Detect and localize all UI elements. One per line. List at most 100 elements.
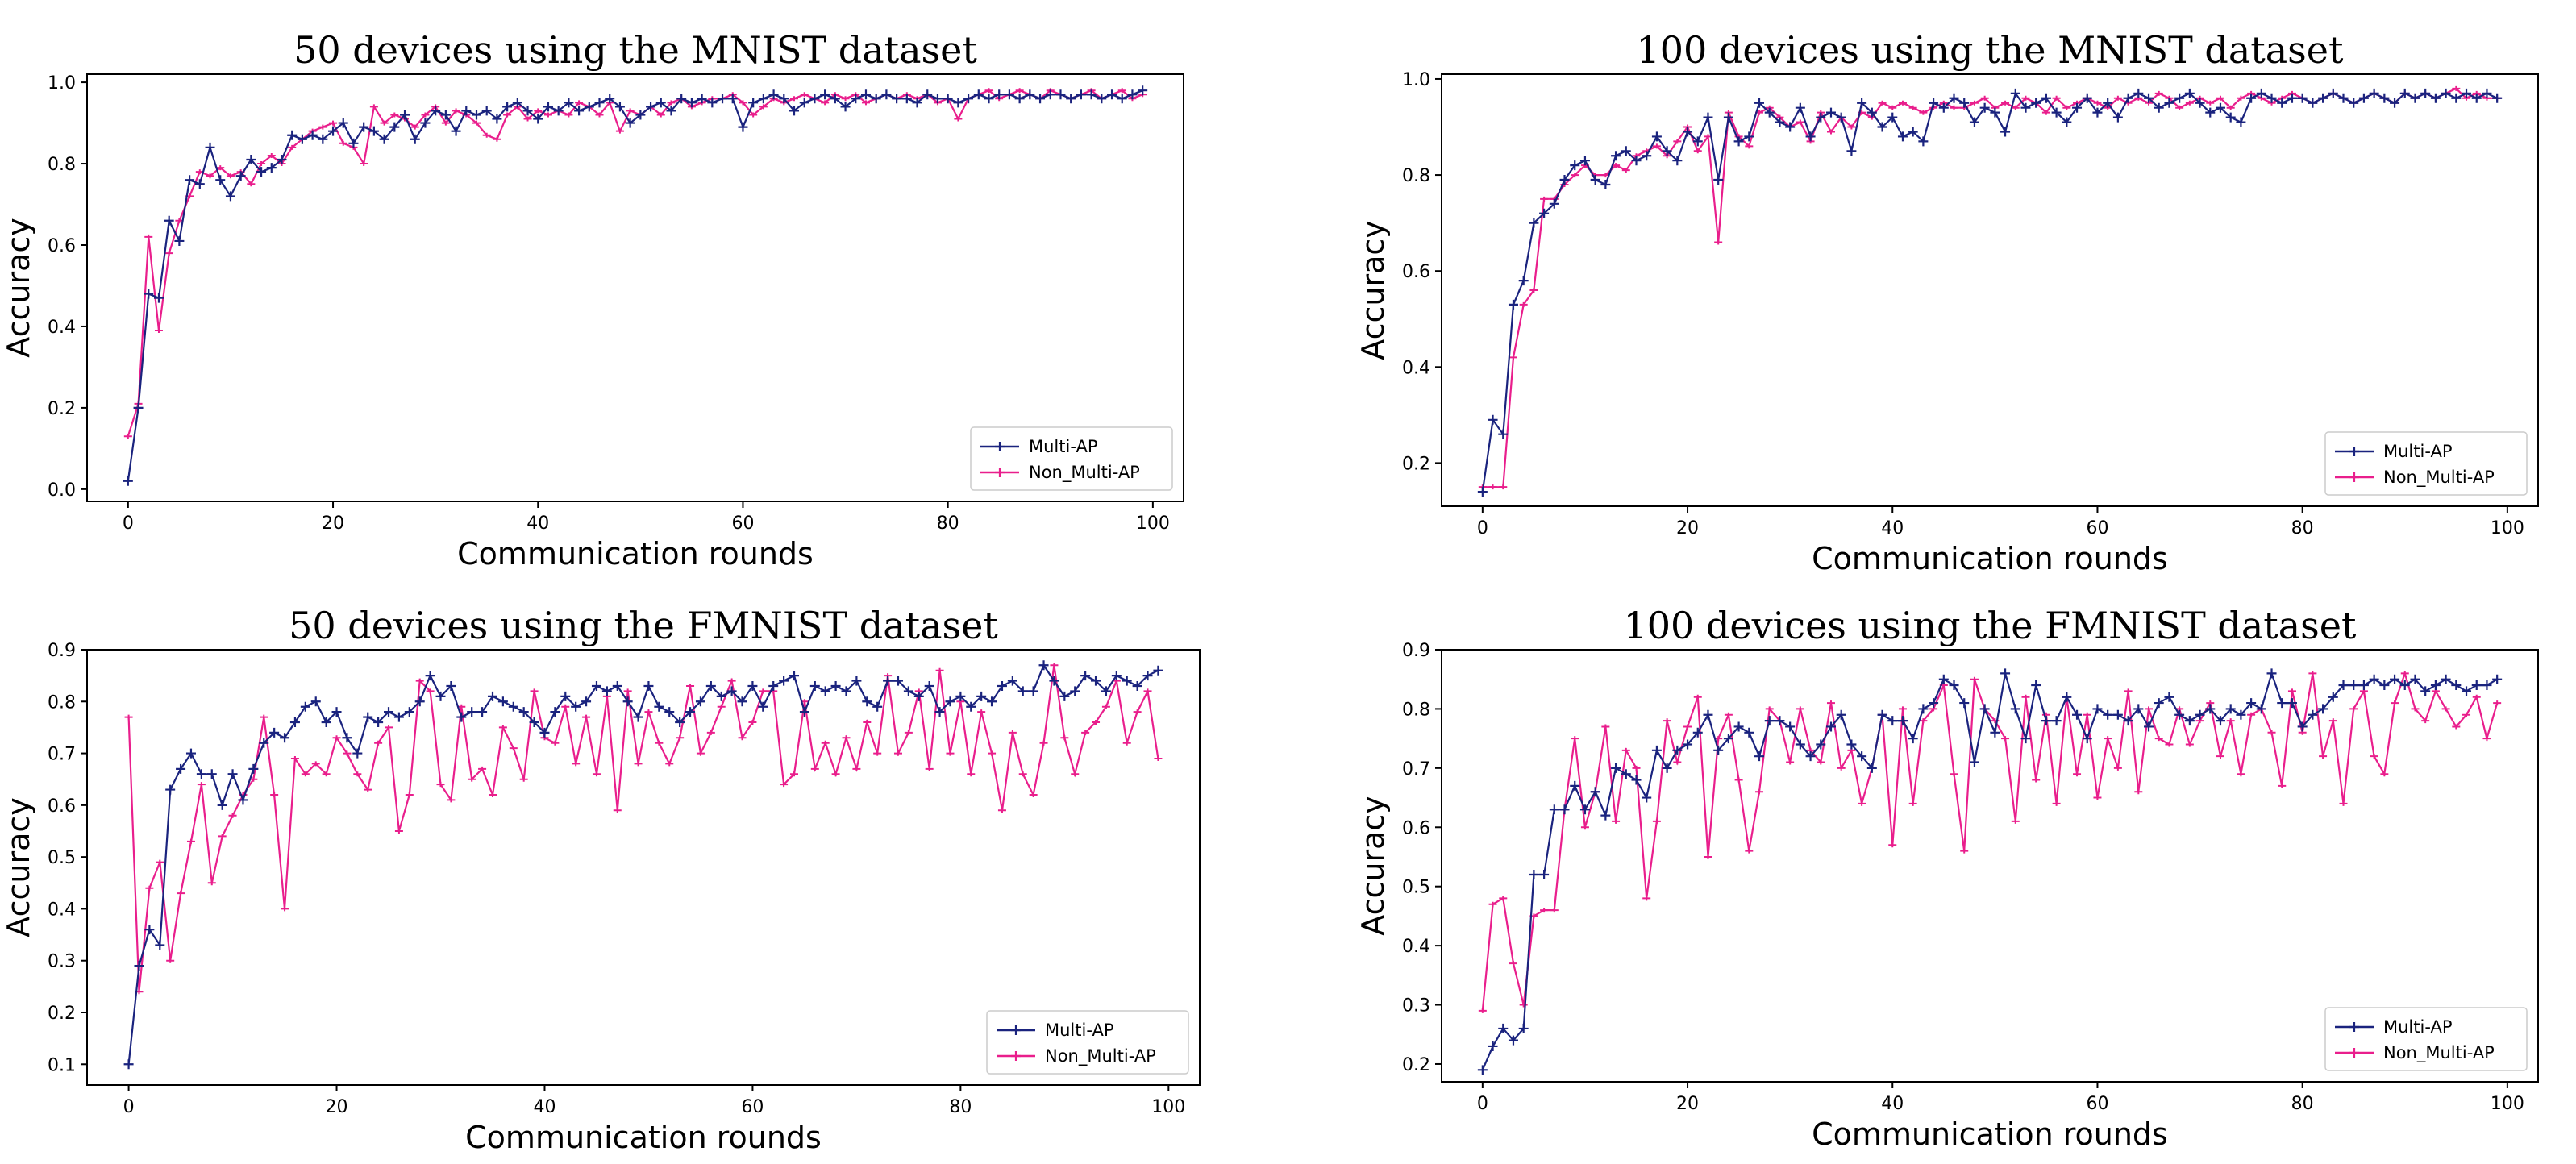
data-point (1836, 709, 1846, 720)
data-point (550, 707, 560, 717)
data-point (497, 696, 508, 707)
data-point (1007, 676, 1017, 686)
data-point (363, 712, 373, 722)
data-point (2410, 93, 2420, 103)
data-point (145, 885, 154, 891)
data-point (2318, 704, 2328, 714)
data-point (2451, 93, 2462, 103)
data-point (1612, 818, 1621, 824)
data-point (2124, 688, 2133, 694)
data-point (1621, 146, 1631, 156)
data-point (247, 181, 256, 187)
data-point (2308, 709, 2318, 720)
data-point (461, 106, 472, 116)
data-point (155, 940, 165, 950)
data-point (2041, 93, 2051, 103)
series-non-multi-ap (123, 88, 1147, 439)
data-point (329, 120, 338, 126)
data-point (1764, 107, 1775, 118)
data-point (194, 179, 205, 189)
legend-box (2324, 431, 2528, 496)
x-axis-label: Communication rounds (1812, 541, 2168, 576)
data-point (1652, 818, 1661, 824)
data-point (779, 94, 789, 104)
data-point (2062, 117, 2072, 127)
data-point (2379, 93, 2390, 103)
data-point (873, 750, 882, 756)
x-tick-label: 80 (2291, 1094, 2314, 1114)
data-point (368, 126, 379, 136)
y-tick-label: 0.7 (48, 745, 76, 765)
data-point (518, 707, 529, 717)
data-point (2379, 680, 2390, 691)
data-point (2164, 98, 2174, 108)
data-point (581, 696, 592, 707)
data-point (215, 175, 226, 185)
data-point (1540, 908, 1549, 913)
data-point (739, 100, 747, 106)
data-point (1488, 901, 1497, 907)
data-point (987, 696, 997, 707)
data-point (1652, 143, 1661, 149)
data-point (2010, 88, 2020, 98)
legend-marker (2349, 447, 2359, 456)
series-multi-ap (1477, 668, 2503, 1075)
data-point (1836, 112, 1846, 123)
data-point (2452, 724, 2461, 730)
data-point (871, 94, 881, 104)
data-point (613, 808, 622, 813)
data-point (932, 94, 943, 104)
data-point (2287, 698, 2297, 709)
data-point (1785, 122, 1796, 132)
legend-label: Multi-AP (2383, 442, 2452, 461)
data-point (841, 96, 850, 102)
data-point (1826, 700, 1835, 706)
data-point (1888, 842, 1897, 848)
legend-marker (995, 468, 1005, 477)
data-point (790, 771, 799, 777)
series-line (1481, 670, 2499, 1012)
chart-panel-2: 100 devices using the MNIST dataset 0 20 40… (1355, 28, 2539, 576)
data-point (2237, 95, 2245, 101)
data-point (1673, 139, 1682, 144)
data-point (1477, 487, 1488, 497)
data-point (655, 740, 664, 746)
data-point (1713, 745, 1724, 755)
data-point (966, 701, 976, 712)
x-tick-label: 0 (1477, 1094, 1488, 1114)
data-point (435, 691, 446, 701)
data-point (2297, 93, 2308, 103)
data-point (478, 766, 487, 771)
data-point (1579, 804, 1590, 815)
data-point (840, 102, 851, 112)
legend-marker (995, 442, 1005, 451)
data-point (2225, 112, 2236, 123)
y-tick-label: 0.3 (1402, 996, 1430, 1016)
y-axis-label: Accuracy (1355, 220, 1391, 360)
data-point (311, 761, 320, 767)
data-point (901, 94, 912, 104)
data-point (2112, 112, 2123, 123)
data-point (747, 681, 758, 691)
data-point (2104, 736, 2112, 742)
data-point (456, 712, 467, 722)
data-point (893, 676, 903, 686)
data-point (185, 748, 196, 759)
data-point (393, 712, 404, 722)
data-point (1101, 686, 1111, 696)
data-point (488, 792, 497, 797)
data-point (523, 116, 532, 122)
data-point (1540, 196, 1549, 202)
y-tick-label: 0.1 (48, 1055, 76, 1075)
data-point (1117, 94, 1127, 104)
data-point (426, 688, 435, 694)
data-point (790, 96, 799, 102)
y-tick-label: 0.8 (48, 155, 76, 175)
data-point (1796, 119, 1804, 125)
plot-frame (86, 649, 1201, 1086)
data-point (1672, 745, 1683, 755)
data-point (1846, 146, 1857, 156)
data-point (1621, 769, 1631, 779)
data-point (881, 89, 892, 100)
data-point (2278, 783, 2287, 788)
